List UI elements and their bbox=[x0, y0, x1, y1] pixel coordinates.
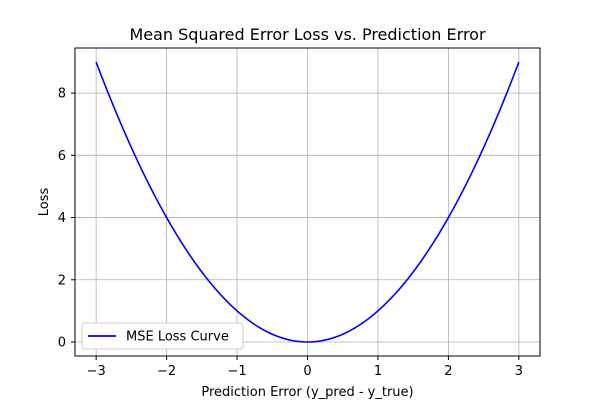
legend-box bbox=[81, 322, 244, 350]
y-tick-label: 8 bbox=[58, 87, 66, 102]
y-tick-label: 2 bbox=[58, 273, 66, 288]
x-tick-label: 1 bbox=[374, 364, 382, 379]
legend: MSE Loss Curve bbox=[81, 322, 244, 350]
x-tick-label: −1 bbox=[227, 364, 246, 379]
chart-title: Mean Squared Error Loss vs. Prediction E… bbox=[129, 25, 485, 44]
x-tick-label: 0 bbox=[303, 364, 311, 379]
y-tick-label: 4 bbox=[58, 211, 66, 226]
ticks: −3 −2 −1 0 1 2 3 0 2 4 6 8 bbox=[58, 87, 523, 379]
y-tick-label: 0 bbox=[58, 336, 66, 351]
x-tick-label: −3 bbox=[87, 364, 106, 379]
mse-loss-line bbox=[95, 61, 520, 343]
plot-frame bbox=[74, 47, 541, 357]
x-tick-label: 2 bbox=[444, 364, 452, 379]
x-axis-label: Prediction Error (y_pred - y_true) bbox=[201, 385, 413, 400]
series-layer bbox=[95, 61, 520, 343]
legend-label: MSE Loss Curve bbox=[126, 330, 229, 345]
y-tick-label: 6 bbox=[58, 149, 66, 164]
x-tick-label: 3 bbox=[515, 364, 523, 379]
y-axis-label: Loss bbox=[37, 188, 52, 217]
x-tick-label: −2 bbox=[157, 364, 176, 379]
